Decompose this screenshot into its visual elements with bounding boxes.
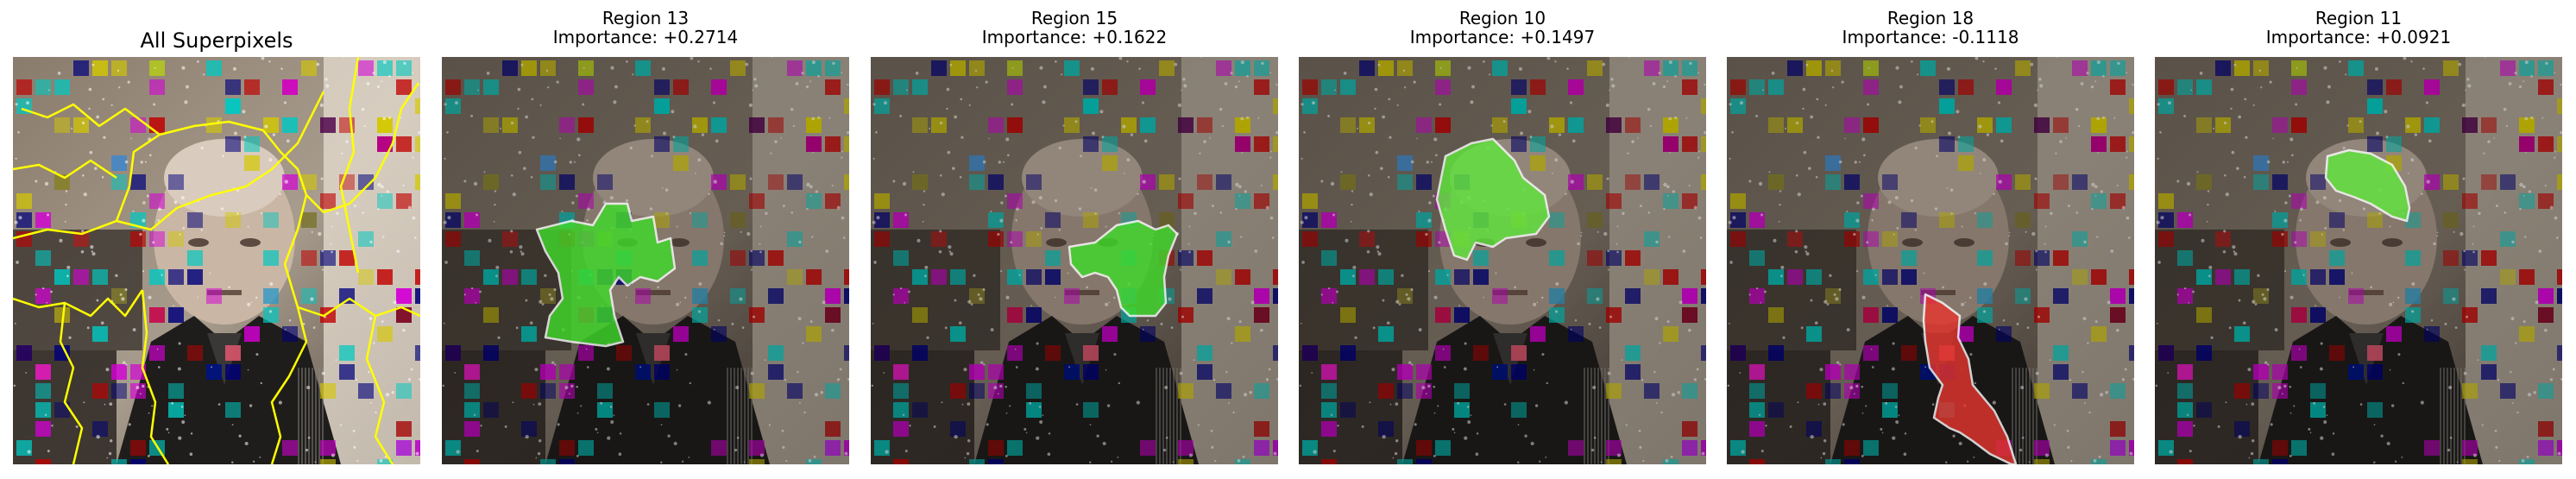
region-image xyxy=(442,57,849,464)
region-label: Region 15 xyxy=(1030,8,1118,28)
panel-title: Region 15 Importance: +0.1622 xyxy=(871,9,1278,47)
panel-region-13: Region 13 Importance: +0.2714 xyxy=(442,0,849,479)
region-image xyxy=(871,57,1278,464)
region-image xyxy=(2155,57,2562,464)
importance-label: Importance: +0.1497 xyxy=(1409,27,1596,47)
panel-all-superpixels: All Superpixels xyxy=(13,0,420,479)
panel-title: Region 11 Importance: +0.0921 xyxy=(2155,9,2562,47)
importance-label: Importance: +0.1622 xyxy=(981,27,1168,47)
region-label: Region 10 xyxy=(1458,8,1546,28)
panel-title: All Superpixels xyxy=(140,28,293,53)
importance-label: Importance: +0.2714 xyxy=(552,27,739,47)
superpixel-image xyxy=(13,57,420,464)
region-label: Region 13 xyxy=(601,8,690,28)
panel-title: Region 13 Importance: +0.2714 xyxy=(442,9,849,47)
panel-title: Region 10 Importance: +0.1497 xyxy=(1299,9,1706,47)
panel-title: Region 18 Importance: -0.1118 xyxy=(1727,9,2134,47)
importance-label: Importance: -0.1118 xyxy=(1842,27,2019,47)
region-image xyxy=(1299,57,1706,464)
panel-region-11: Region 11 Importance: +0.0921 xyxy=(2155,0,2562,479)
panel-region-15: Region 15 Importance: +0.1622 xyxy=(871,0,1278,479)
importance-label: Importance: +0.0921 xyxy=(2265,27,2452,47)
region-label: Region 18 xyxy=(1886,8,1975,28)
region-label: Region 11 xyxy=(2315,8,2403,28)
panel-region-10: Region 10 Importance: +0.1497 xyxy=(1299,0,1706,479)
panel-region-18: Region 18 Importance: -0.1118 xyxy=(1727,0,2134,479)
region-image xyxy=(1727,57,2134,464)
